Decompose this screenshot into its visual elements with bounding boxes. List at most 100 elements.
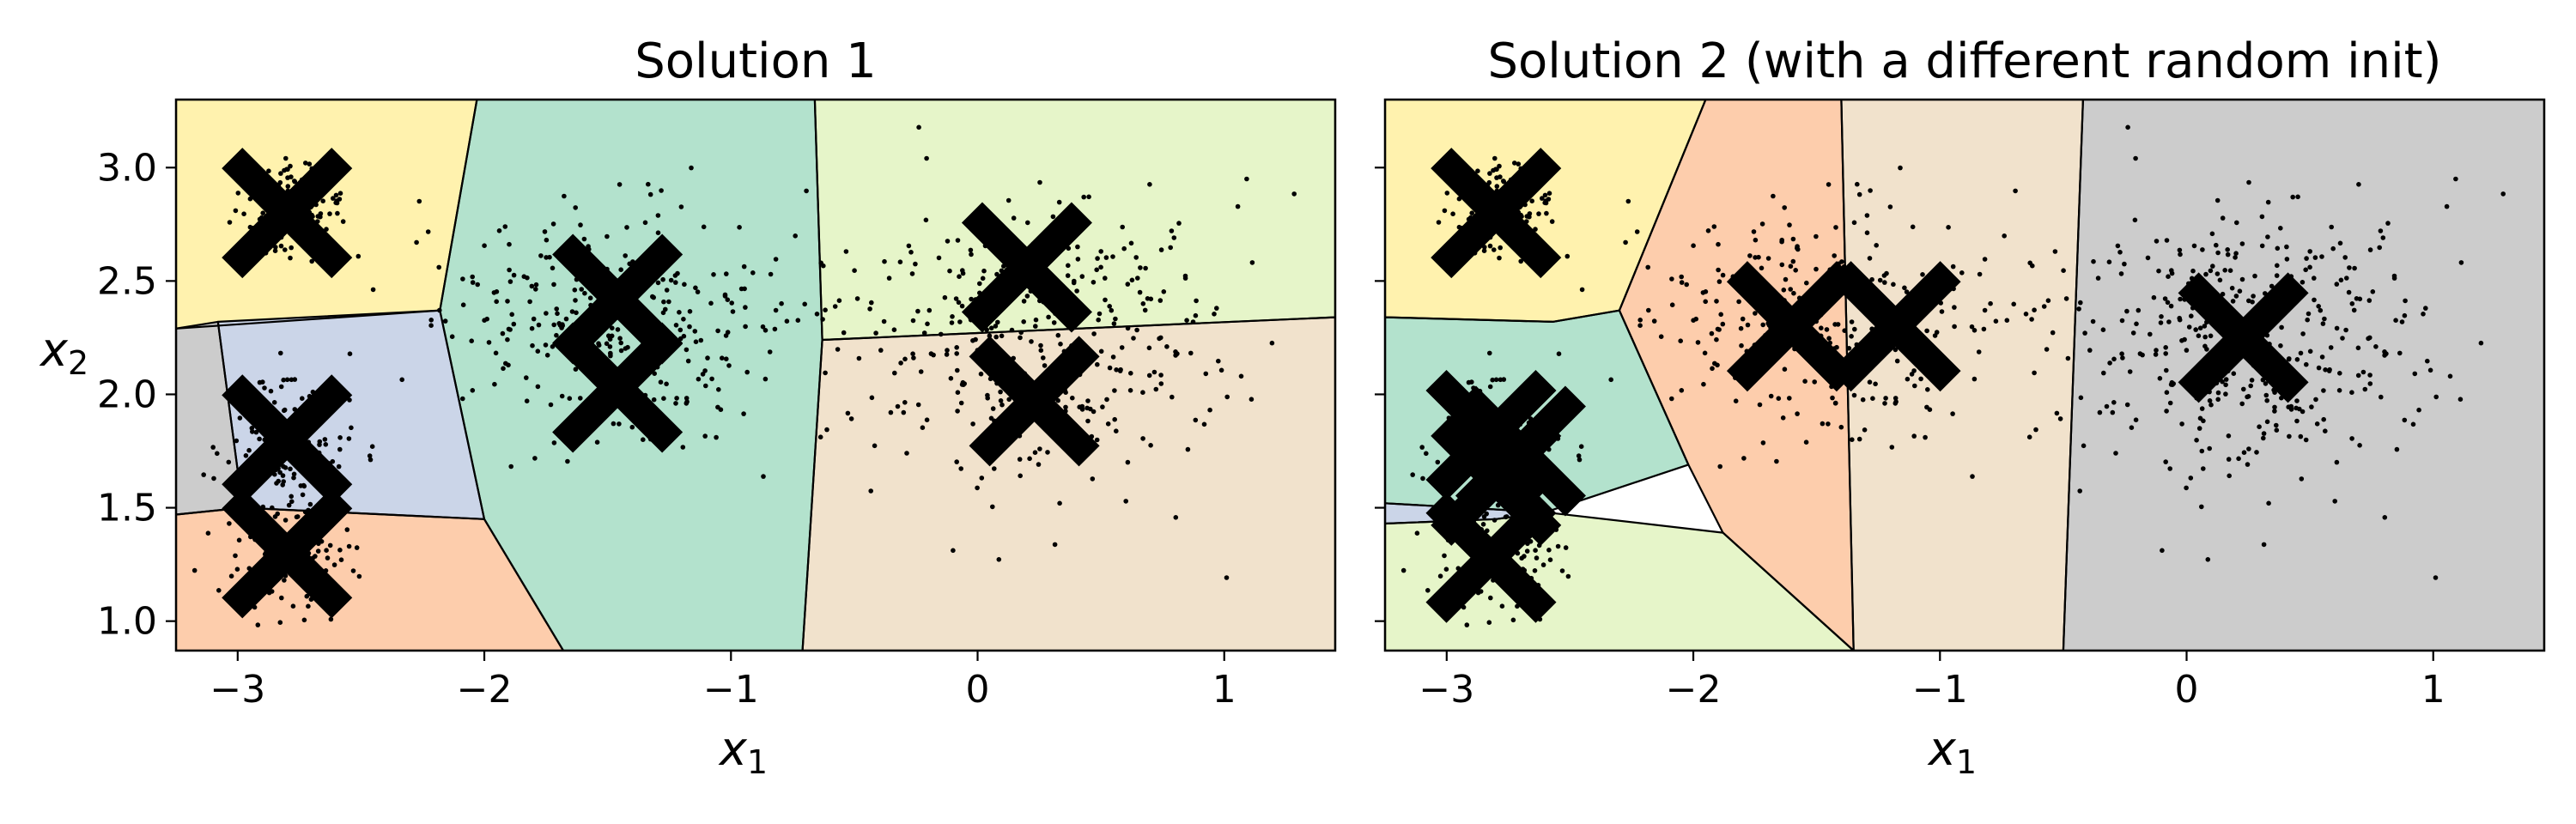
data-point bbox=[1128, 371, 1133, 376]
data-point bbox=[1867, 379, 1873, 385]
data-point bbox=[288, 466, 293, 472]
data-point bbox=[2159, 314, 2164, 319]
data-point bbox=[2319, 354, 2325, 360]
x-tick-label: 1 bbox=[2421, 668, 2445, 712]
data-point bbox=[761, 474, 766, 479]
data-point bbox=[460, 396, 465, 402]
x-ticks: −3 −2 −1 0 1 bbox=[210, 651, 1236, 712]
data-point bbox=[337, 548, 343, 553]
data-point bbox=[289, 245, 294, 251]
data-point bbox=[2208, 402, 2214, 408]
data-point bbox=[1887, 204, 1893, 209]
data-point bbox=[1107, 365, 1113, 371]
data-point bbox=[892, 370, 897, 376]
data-point bbox=[191, 567, 197, 573]
data-point bbox=[927, 307, 933, 313]
data-point bbox=[1074, 288, 1079, 294]
data-point bbox=[496, 228, 502, 233]
data-point bbox=[1042, 363, 1048, 368]
centroid-marker bbox=[2178, 272, 2309, 403]
data-point bbox=[901, 409, 907, 415]
data-point bbox=[990, 406, 996, 411]
data-point bbox=[1751, 229, 1757, 234]
data-point bbox=[211, 476, 216, 482]
data-point bbox=[1037, 179, 1042, 185]
data-point bbox=[1410, 472, 1415, 477]
data-point bbox=[2227, 268, 2233, 273]
y-axis-label: x2 bbox=[39, 323, 88, 382]
data-point bbox=[821, 263, 826, 269]
data-point bbox=[524, 398, 530, 404]
data-point bbox=[1868, 188, 1873, 193]
data-point bbox=[260, 210, 265, 215]
data-point bbox=[902, 400, 908, 405]
data-point bbox=[301, 482, 307, 488]
data-point bbox=[1826, 421, 1831, 427]
data-point bbox=[2326, 368, 2332, 373]
data-point bbox=[1518, 258, 1523, 264]
data-point bbox=[1849, 334, 1854, 339]
data-point bbox=[729, 300, 734, 306]
data-point bbox=[1203, 371, 1209, 377]
data-point bbox=[2380, 235, 2386, 240]
data-point bbox=[283, 518, 289, 523]
data-point bbox=[1185, 446, 1191, 452]
data-point bbox=[2113, 451, 2118, 456]
data-point bbox=[1085, 398, 1091, 403]
data-point bbox=[1138, 265, 1143, 270]
data-point bbox=[959, 303, 965, 309]
chart-title: Solution 2 (with a different random init… bbox=[1488, 33, 2442, 89]
centroid-marker bbox=[961, 202, 1092, 333]
data-point bbox=[854, 296, 860, 301]
voronoi-region bbox=[2063, 100, 2544, 651]
data-point bbox=[1501, 179, 1507, 185]
data-point bbox=[2057, 416, 2063, 421]
data-point bbox=[1493, 377, 1499, 383]
data-point bbox=[470, 274, 475, 280]
data-point bbox=[1121, 245, 1127, 251]
data-point bbox=[2397, 350, 2403, 356]
data-point bbox=[1098, 249, 1103, 254]
data-point bbox=[1224, 575, 1230, 580]
data-point bbox=[646, 181, 651, 187]
data-point bbox=[1982, 307, 1988, 313]
y-tick-label: 2.0 bbox=[97, 373, 157, 416]
data-point bbox=[2163, 351, 2168, 356]
data-point bbox=[1814, 233, 1819, 239]
data-point bbox=[1146, 373, 1152, 379]
data-point bbox=[1134, 327, 1139, 333]
data-point bbox=[1103, 276, 1108, 281]
data-point bbox=[2186, 324, 2192, 330]
data-point bbox=[2210, 264, 2215, 269]
data-point bbox=[507, 327, 513, 332]
data-point bbox=[610, 325, 615, 331]
data-point bbox=[2272, 409, 2277, 414]
data-point bbox=[2259, 243, 2265, 249]
data-point bbox=[908, 250, 914, 255]
data-point bbox=[1760, 440, 1766, 445]
data-point bbox=[924, 417, 930, 423]
data-point bbox=[1651, 318, 1657, 324]
data-point bbox=[2233, 294, 2239, 299]
data-point bbox=[2344, 276, 2349, 281]
data-point bbox=[336, 464, 342, 470]
x-tick-label: −1 bbox=[1912, 668, 1968, 712]
data-point bbox=[486, 340, 492, 345]
data-point bbox=[660, 276, 665, 282]
data-point bbox=[2330, 245, 2336, 251]
data-point bbox=[1005, 197, 1012, 203]
data-point bbox=[1923, 434, 1928, 440]
data-point bbox=[2356, 182, 2361, 187]
data-point bbox=[1701, 381, 1706, 387]
data-point bbox=[957, 274, 962, 279]
data-point bbox=[1025, 220, 1030, 226]
data-point bbox=[2237, 288, 2243, 294]
data-point bbox=[1779, 262, 1785, 268]
data-point bbox=[2316, 365, 2322, 371]
data-point bbox=[1684, 282, 1689, 288]
data-point bbox=[673, 323, 679, 328]
data-point bbox=[1497, 163, 1502, 169]
data-point bbox=[998, 389, 1003, 395]
data-point bbox=[693, 285, 698, 291]
data-point bbox=[337, 446, 343, 452]
